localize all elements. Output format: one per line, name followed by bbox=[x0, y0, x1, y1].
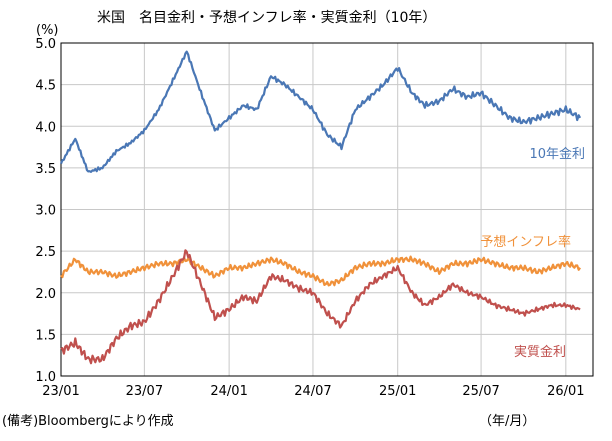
x-tick-label: 23/07 bbox=[126, 384, 163, 399]
y-unit-label: (%) bbox=[36, 23, 59, 38]
x-tick-label: 25/07 bbox=[462, 384, 499, 399]
series-label-2: 予想インフレ率 bbox=[480, 234, 571, 250]
x-unit-label: （年/月） bbox=[479, 414, 535, 429]
source-note: (備考)Bloombergにより作成 bbox=[2, 413, 174, 429]
series-line-3 bbox=[60, 249, 581, 365]
x-tick-label: 26/01 bbox=[547, 384, 584, 399]
y-tick-label: 4.5 bbox=[35, 79, 56, 94]
y-tick-label: 2.5 bbox=[35, 245, 56, 260]
x-tick-label: 23/01 bbox=[42, 384, 79, 399]
series-lines bbox=[59, 50, 582, 365]
plot-frame bbox=[60, 42, 594, 377]
y-tick-label: 3.5 bbox=[35, 162, 56, 177]
x-tick-label: 24/07 bbox=[294, 384, 331, 399]
series-label-1: 10年金利 bbox=[529, 146, 585, 162]
y-tick-label: 4.0 bbox=[35, 120, 56, 135]
series-line-1 bbox=[59, 50, 582, 173]
y-tick-label: 5.0 bbox=[35, 37, 56, 52]
y-tick-label: 2.0 bbox=[35, 287, 56, 302]
grid bbox=[60, 42, 593, 377]
y-tick-label: 1.0 bbox=[35, 370, 56, 385]
y-axis: 1.0 1.5 2.0 2.5 3.0 3.5 4.0 4.5 5.0 bbox=[35, 37, 56, 385]
y-tick-label: 3.0 bbox=[35, 204, 56, 219]
x-tick-label: 25/01 bbox=[379, 384, 416, 399]
series-line-2 bbox=[60, 255, 582, 287]
series-label-3: 実質金利 bbox=[514, 344, 566, 360]
y-tick-label: 1.5 bbox=[35, 328, 56, 343]
chart-title: 米国 名目金利・予想インフレ率・実質金利（10年） bbox=[97, 9, 436, 26]
x-axis: 23/01 23/07 24/01 24/07 25/01 25/07 26/01 bbox=[42, 384, 584, 399]
x-tick-label: 24/01 bbox=[210, 384, 247, 399]
